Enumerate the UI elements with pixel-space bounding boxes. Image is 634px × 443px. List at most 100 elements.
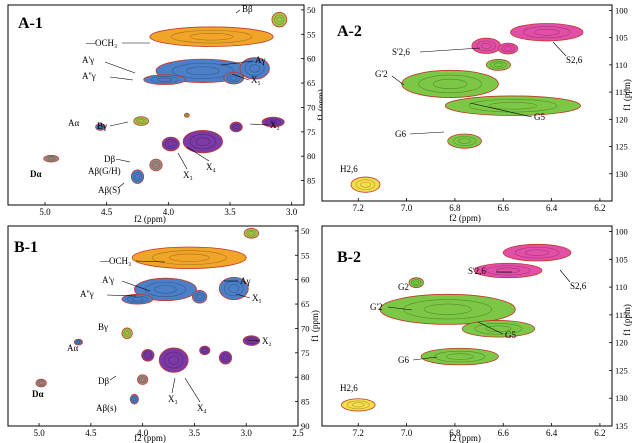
- cross-peak-contour-1-10-2: [167, 141, 175, 147]
- cross-peak-contour-1-2-1: [274, 14, 285, 25]
- cross-peak-contour-1-5-1: [244, 61, 265, 76]
- x-tick-label-2-4: 6.6: [498, 203, 510, 213]
- cross-peak-contour-1-6-2: [229, 75, 238, 81]
- cross-peak-3-10: [141, 349, 155, 362]
- cross-peak-contour-1-11-1: [231, 123, 241, 131]
- x-tick-label-2-2: 7.0: [401, 203, 413, 213]
- y-tick-label-3-7: 80: [301, 372, 310, 382]
- cross-peak-4-5: [420, 347, 499, 366]
- cross-peak-2-2: [471, 37, 502, 54]
- ann-a1-aalpha: Aα: [68, 118, 79, 128]
- panel-b1-label: B-1: [14, 239, 38, 256]
- cross-peak-contour-1-16-1: [184, 113, 189, 117]
- y-tick-label-3-5: 70: [301, 323, 310, 333]
- leader-a1-x2: [249, 123, 269, 126]
- cross-peak-contour-4-2-1: [485, 265, 531, 276]
- cross-peak-1-15: [130, 169, 145, 184]
- ann-a1-och3: —OCH₃: [85, 38, 117, 48]
- cross-peak-contour-2-4-1: [418, 74, 482, 94]
- cross-peak-1-1: [149, 26, 274, 47]
- y-tick-label-3-9: 90: [301, 421, 310, 431]
- leader-a1-bbeta: [235, 9, 241, 14]
- y-tick-label-1-2: 55: [307, 29, 316, 39]
- cross-peak-2-8: [350, 176, 381, 193]
- y-tick-label-1-6: 75: [307, 127, 316, 137]
- cross-peak-contour-3-14-1: [37, 380, 45, 386]
- cross-peak-4-1: [502, 243, 572, 262]
- cross-peak-contour-3-6-1: [194, 292, 205, 302]
- panel-a2-ylabel: f1 (ppm): [622, 79, 632, 111]
- ann-b1-x4: X₄: [197, 403, 207, 413]
- y-tick-label-2-1: 100: [615, 5, 628, 15]
- panel-b1: B-1 5.0 4.5 4.0 3.5 3.0 2.5 50 55 60 65 70 75 80 85 90…: [7, 225, 320, 443]
- cross-peak-4-4: [461, 320, 536, 338]
- y-tick-label-1-4: 65: [307, 78, 316, 88]
- panel-b2-xlabel: f2 (ppm): [449, 433, 481, 443]
- cross-peak-contour-2-8-2: [360, 181, 371, 188]
- ann-a1-adoubleprime-gamma: A''γ: [82, 71, 96, 81]
- cross-peak-1-4: [143, 74, 186, 85]
- ann-b1-aalpha: Aα: [67, 343, 78, 353]
- leader-b2-g5: [477, 321, 504, 335]
- y-tick-label-3-8: 85: [301, 397, 310, 407]
- cross-peak-contour-4-6-1: [411, 279, 422, 287]
- y-tick-label-1-1: 50: [307, 5, 316, 15]
- x-tick-label-3-6: 2.5: [292, 428, 304, 438]
- panel-b2-label: B-2: [337, 249, 361, 266]
- y-tick-label-2-4: 115: [615, 87, 627, 97]
- leader-a1-agamma: [220, 60, 254, 66]
- y-tick-label-1-5: 70: [307, 102, 316, 112]
- cross-peak-4-2: [473, 262, 543, 279]
- cross-peak-contour-1-3-2: [186, 66, 220, 76]
- panel-a1: A-1 5.0 4.5 4.0 3.5 3.0 50 55 60 65 70 75 80 85 f2 (…: [7, 4, 326, 224]
- cross-peak-contour-1-10-1: [164, 139, 177, 149]
- x-tick-label-3-2: 4.5: [85, 428, 97, 438]
- ann-b1-bgamma: Bγ: [98, 322, 108, 332]
- ann-b2-s26: S2,6: [570, 281, 587, 291]
- y-tick-label-4-7: 130: [615, 393, 628, 403]
- ann-b1-aprime-gamma: A'γ: [102, 275, 114, 285]
- cross-peak-2-6: [447, 133, 482, 149]
- ann-a1-x3: X₃: [183, 170, 193, 180]
- cross-peak-4-6: [408, 277, 424, 289]
- cross-peak-contour-4-7-1: [346, 400, 370, 410]
- cross-peak-3-6: [191, 289, 208, 304]
- ann-b2-g5: G5: [505, 330, 516, 340]
- leader-a2-gprime2: [391, 75, 405, 86]
- ann-a1-aprime-gamma: A'γ: [82, 55, 94, 65]
- ann-b2-g6: G6: [398, 355, 409, 365]
- cross-peak-contour-3-1-2: [169, 253, 210, 262]
- panel-a2-label: A-2: [337, 23, 362, 40]
- leader-b1-x2: [246, 339, 261, 342]
- cross-peak-contour-2-1-2: [533, 28, 560, 36]
- x-tick-label-3-3: 4.0: [137, 428, 149, 438]
- cross-peak-3-12: [218, 350, 233, 365]
- cross-peak-contour-1-4-1: [150, 76, 179, 84]
- leader-a1-x5: [231, 73, 250, 81]
- cross-peak-contour-1-2-2: [276, 16, 283, 23]
- cross-peak-contour-1-1-2: [189, 32, 234, 41]
- cross-peak-1-9: [182, 129, 223, 154]
- cross-peak-4-3: [379, 293, 516, 325]
- leader-b1-x3: [171, 377, 176, 394]
- leader-b2-gprime2: [387, 306, 413, 311]
- y-tick-label-3-2: 55: [301, 250, 310, 260]
- leader-a2-s26: [552, 41, 567, 57]
- leader-b1-adoubleprime-gamma: [106, 294, 137, 297]
- y-tick-label-4-6: 125: [615, 365, 628, 375]
- x-tick-label-4-6: 6.2: [594, 428, 605, 438]
- y-tick-label-3-3: 60: [301, 275, 310, 285]
- x-tick-label-3-4: 3.5: [189, 428, 201, 438]
- x-tick-label-4-2: 7.0: [401, 428, 413, 438]
- panel-b1-ylabel: f1 (ppm): [310, 310, 320, 342]
- cross-peak-contour-3-6-2: [196, 294, 203, 300]
- x-tick-label-4-3: 6.8: [449, 428, 461, 438]
- y-tick-label-2-5: 120: [615, 114, 628, 124]
- cross-peak-contour-3-4-1: [127, 295, 148, 303]
- cross-peak-2-5: [444, 95, 581, 116]
- y-tick-label-3-4: 65: [301, 299, 310, 309]
- cross-peak-contour-3-3-2: [154, 285, 177, 294]
- ann-a2-s26: S2,6: [566, 55, 583, 65]
- y-tick-label-4-4: 115: [615, 310, 627, 320]
- y-tick-label-2-3: 110: [615, 60, 627, 70]
